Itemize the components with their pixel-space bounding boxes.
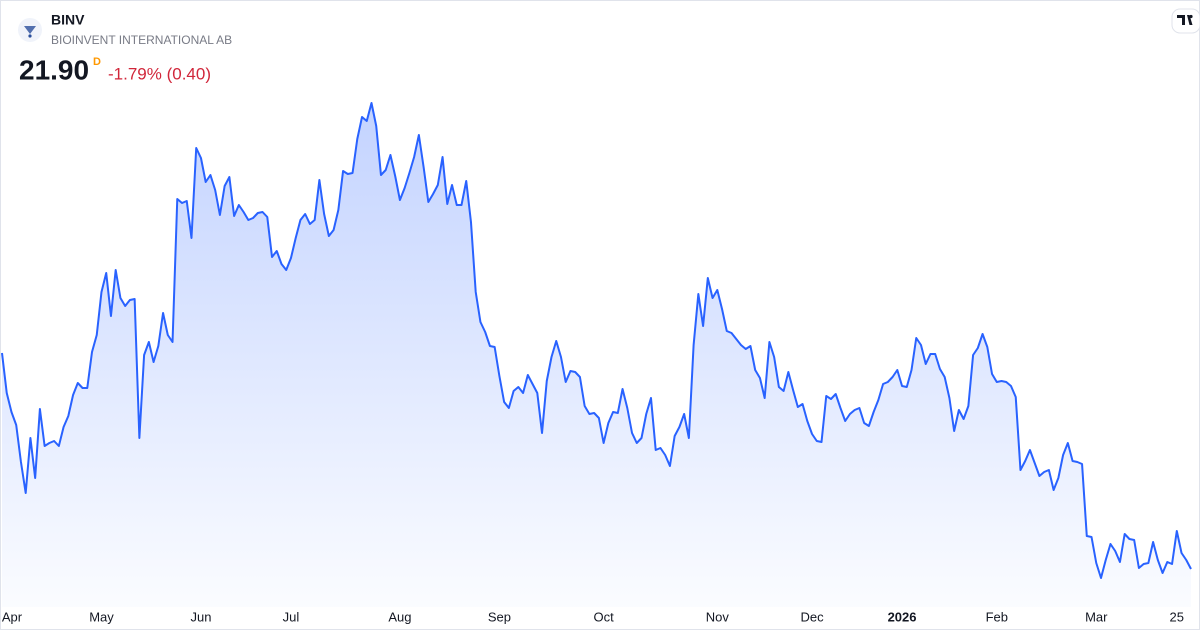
x-tick-label: Mar xyxy=(1085,609,1108,624)
logo-dot xyxy=(28,34,32,38)
x-tick-label: 25 xyxy=(1170,609,1184,624)
interval: D xyxy=(93,56,101,68)
x-tick-label: May xyxy=(89,609,114,624)
x-tick-label: Jul xyxy=(283,609,300,624)
plot-area: Apr May Jun Jul Aug Sep Oct Nov Dec 2026 Feb Mar 25 xyxy=(1,102,1192,624)
price-change: -1.79% (0.40) xyxy=(108,64,211,83)
x-tick-label: Dec xyxy=(800,609,824,624)
x-tick-label: Jun xyxy=(190,609,211,624)
x-tick-label: Apr xyxy=(2,609,23,624)
company-name: BIOINVENT INTERNATIONAL AB xyxy=(51,33,232,47)
x-tick-label: Feb xyxy=(986,609,1008,624)
tradingview-logo[interactable] xyxy=(1171,8,1200,34)
last-price: 21.90 xyxy=(19,54,89,85)
x-tick-label: Sep xyxy=(488,609,511,624)
x-tick-label: Aug xyxy=(388,609,411,624)
x-tick-label: Oct xyxy=(593,609,614,624)
area-fill xyxy=(2,103,1191,607)
logo-mark xyxy=(24,26,36,34)
price-line xyxy=(1,102,1192,579)
symbol: BINV xyxy=(51,12,85,28)
x-tick-label: 2026 xyxy=(888,609,917,624)
x-tick-label: Nov xyxy=(706,609,730,624)
